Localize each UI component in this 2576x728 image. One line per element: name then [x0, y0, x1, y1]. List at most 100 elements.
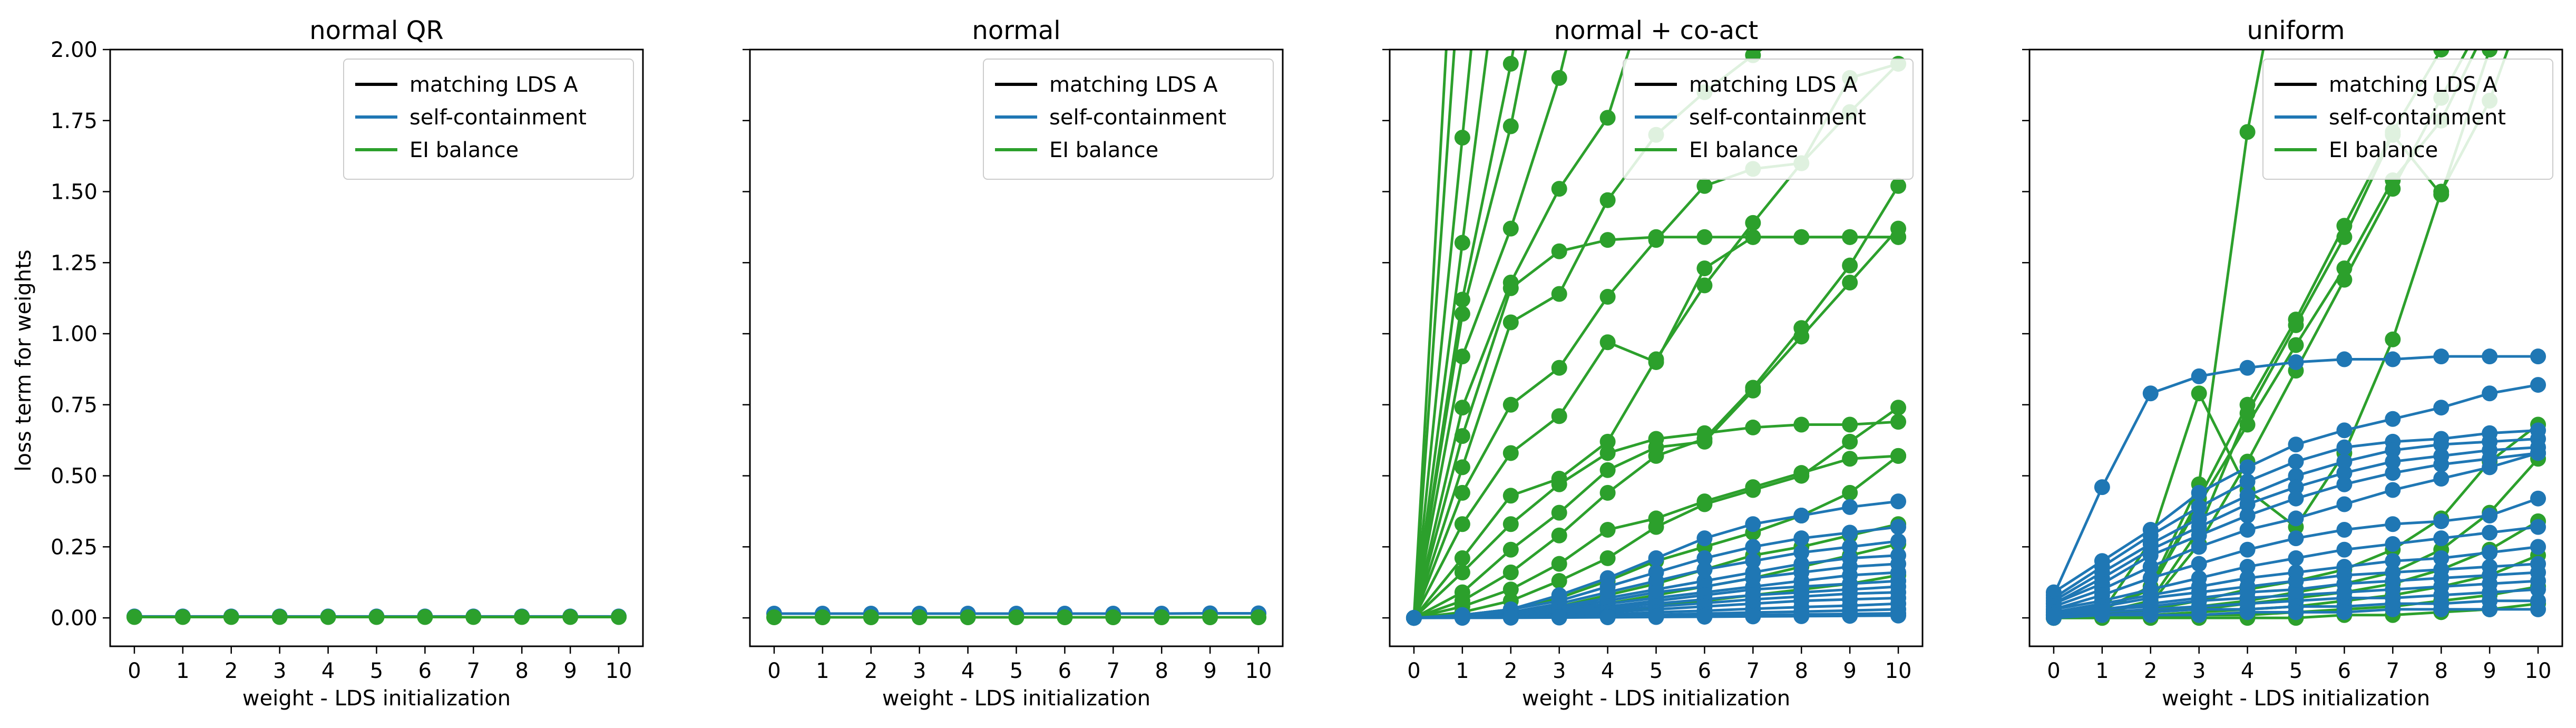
x-tick-label: 5 — [2289, 659, 2302, 683]
x-tick-label: 2 — [225, 659, 238, 683]
y-tick-label: 0.75 — [51, 393, 97, 418]
data-point — [2385, 536, 2401, 552]
data-point — [2045, 610, 2062, 626]
data-point — [2336, 496, 2353, 512]
data-point — [2191, 385, 2207, 402]
data-point — [2288, 453, 2304, 470]
data-point — [2530, 519, 2546, 535]
data-point — [2191, 527, 2207, 543]
data-point — [1502, 516, 1519, 532]
data-point — [1648, 232, 1664, 248]
data-point — [465, 609, 482, 625]
legend-label: self-containment — [2329, 105, 2506, 130]
data-point — [1890, 448, 1907, 464]
data-point — [1842, 484, 1858, 501]
plot-frame — [1389, 48, 1924, 647]
data-point — [2433, 513, 2450, 529]
plot-frame — [749, 48, 1284, 647]
data-point — [1551, 527, 1567, 543]
data-point — [1696, 608, 1713, 625]
data-point — [2385, 482, 2401, 498]
data-point — [2288, 604, 2304, 620]
x-tick-label: 3 — [913, 659, 926, 683]
data-point — [2336, 476, 2353, 492]
data-point — [2142, 547, 2159, 564]
data-point — [2336, 351, 2353, 367]
data-point — [1793, 416, 1810, 433]
data-point — [2239, 124, 2256, 140]
data-point — [1454, 484, 1470, 501]
data-point — [1890, 607, 1907, 624]
x-axis-label: weight - LDS initialization — [882, 686, 1150, 711]
data-point — [2239, 604, 2256, 620]
data-point — [1696, 431, 1713, 447]
x-tick-label: 10 — [2525, 659, 2552, 683]
data-point — [1648, 550, 1664, 566]
data-point — [2385, 601, 2401, 617]
x-tick-label: 7 — [1746, 659, 1760, 683]
data-point — [1154, 609, 1170, 626]
data-point — [1890, 519, 1907, 535]
x-tick-label: 5 — [1010, 659, 1023, 683]
x-tick-label: 2 — [1504, 659, 1517, 683]
data-point — [2288, 530, 2304, 547]
data-point — [1793, 320, 1810, 336]
data-point — [1745, 380, 1761, 396]
legend-box — [343, 59, 634, 180]
data-point — [1008, 609, 1024, 626]
data-point — [1454, 459, 1470, 475]
data-point — [1599, 521, 1616, 538]
data-point — [1793, 508, 1810, 524]
series-line-ei-balance — [1412, 50, 1515, 618]
data-point — [2433, 601, 2450, 617]
data-point — [1745, 419, 1761, 435]
data-point — [1551, 243, 1567, 259]
data-point — [1599, 609, 1616, 626]
plot-frame — [109, 48, 644, 647]
x-tick-label: 1 — [2095, 659, 2109, 683]
data-point — [2385, 516, 2401, 532]
x-tick-label: 3 — [273, 659, 286, 683]
x-axis-label: weight - LDS initialization — [2162, 686, 2430, 711]
x-tick-label: 9 — [1203, 659, 1216, 683]
data-point — [514, 609, 530, 625]
x-tick-label: 4 — [321, 659, 335, 683]
data-point — [1842, 539, 1858, 555]
data-point — [1502, 564, 1519, 580]
x-tick-label: 0 — [1407, 659, 1420, 683]
data-point — [2239, 521, 2256, 538]
data-point — [1599, 462, 1616, 478]
data-point — [2385, 411, 2401, 427]
data-point — [1696, 550, 1713, 566]
data-point — [417, 609, 433, 625]
data-point — [2142, 385, 2159, 402]
data-point — [2336, 229, 2353, 245]
data-point — [1696, 561, 1713, 578]
data-point — [1793, 530, 1810, 547]
data-point — [2530, 601, 2546, 617]
data-point — [2433, 550, 2450, 566]
data-point — [2288, 354, 2304, 370]
subplot-title: uniform — [2247, 16, 2345, 45]
data-point — [1105, 609, 1121, 626]
data-point — [1551, 556, 1567, 572]
x-tick-label: 3 — [2192, 659, 2206, 683]
data-point — [766, 609, 782, 626]
data-point — [2385, 465, 2401, 481]
data-point — [1890, 178, 1907, 194]
data-point — [1502, 118, 1519, 134]
data-point — [2288, 550, 2304, 566]
data-point — [1454, 516, 1470, 532]
data-point — [1696, 229, 1713, 245]
data-point — [1696, 530, 1713, 547]
data-point — [1551, 360, 1567, 376]
legend-label: matching LDS A — [1049, 73, 1218, 97]
x-axis-label: weight - LDS initialization — [1522, 686, 1790, 711]
data-point — [2239, 559, 2256, 575]
data-point — [1599, 433, 1616, 450]
data-point — [2482, 385, 2498, 402]
data-point — [1599, 192, 1616, 208]
data-point — [1454, 306, 1470, 322]
x-tick-label: 9 — [1843, 659, 1856, 683]
x-tick-label: 1 — [816, 659, 829, 683]
